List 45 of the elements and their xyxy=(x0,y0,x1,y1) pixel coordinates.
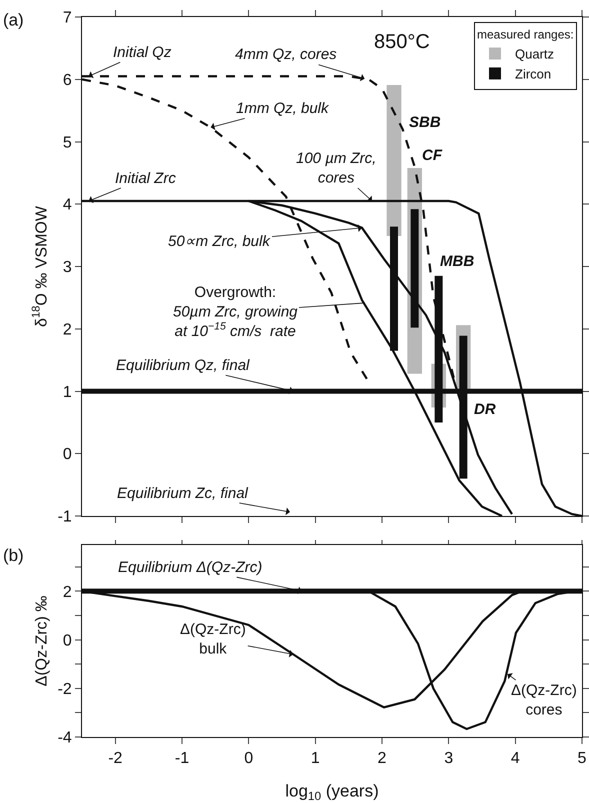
y-tick-label: 4 xyxy=(62,196,72,214)
y-axis-title: Δ(Qz-Zrc) ‰ xyxy=(33,596,50,686)
legend-title: measured ranges: xyxy=(477,28,574,42)
y-tick-label: 6 xyxy=(62,72,72,89)
annotation: CF xyxy=(422,147,443,164)
annotation: 4mm Qz, cores xyxy=(235,46,338,63)
x-tick-label: -1 xyxy=(174,750,190,768)
y-tick-label: -2 xyxy=(58,680,72,698)
annotation: Δ(Qz-Zrc) bulk xyxy=(180,621,246,658)
y-tick-label: -4 xyxy=(58,730,72,747)
x-tick-label: 2 xyxy=(378,750,387,768)
chart-title: (a) xyxy=(2,10,24,30)
annotation: Initial Zrc xyxy=(115,170,176,187)
annotation: Equilibrium Qz, final xyxy=(116,357,250,374)
annotation: 50∝m Zrc, bulk xyxy=(168,233,272,250)
annotation: SBB xyxy=(409,114,441,131)
y-tick-label: 3 xyxy=(62,259,72,276)
legend-label: Quartz xyxy=(515,46,554,62)
chart-title: (b) xyxy=(2,546,24,566)
annotation: MBB xyxy=(440,253,474,270)
annotation: 100 µm Zrc, cores xyxy=(296,150,376,186)
annotation: Initial Qz xyxy=(113,44,172,61)
annotation: Equilibrium Zc, final xyxy=(117,485,249,502)
annotation: Δ(Qz-Zrc) cores xyxy=(511,682,577,718)
annotation: DR xyxy=(474,401,496,418)
y-tick-label: 5 xyxy=(62,134,72,152)
y-tick-label: 2 xyxy=(62,321,72,338)
y-tick-label: 0 xyxy=(62,632,72,650)
y-tick-label: -1 xyxy=(58,508,72,526)
x-tick-label: 0 xyxy=(244,750,254,768)
x-axis-title: log$_{10}$ (years) xyxy=(285,781,379,803)
x-tick-label: 3 xyxy=(444,750,454,768)
annotation: 1mm Qz, bulk xyxy=(236,100,330,117)
y-tick-label: 2 xyxy=(62,584,72,601)
y-tick-label: 0 xyxy=(62,446,72,464)
y-tick-label: 7 xyxy=(62,10,72,27)
y-tick-label: 1 xyxy=(62,384,72,401)
annotation: Equilibrium Δ(Qz-Zrc) xyxy=(118,559,262,576)
annotation: 850°C xyxy=(374,31,430,53)
legend-label: Zircon xyxy=(515,66,552,82)
x-tick-label: -2 xyxy=(108,750,123,768)
x-tick-label: 4 xyxy=(510,750,520,768)
x-tick-label: 1 xyxy=(310,750,320,768)
x-tick-label: 5 xyxy=(578,750,587,768)
annotation: Overgrowth: 50µm Zrc, growing at 10$^{−15}$ cm/s rate xyxy=(173,284,298,340)
